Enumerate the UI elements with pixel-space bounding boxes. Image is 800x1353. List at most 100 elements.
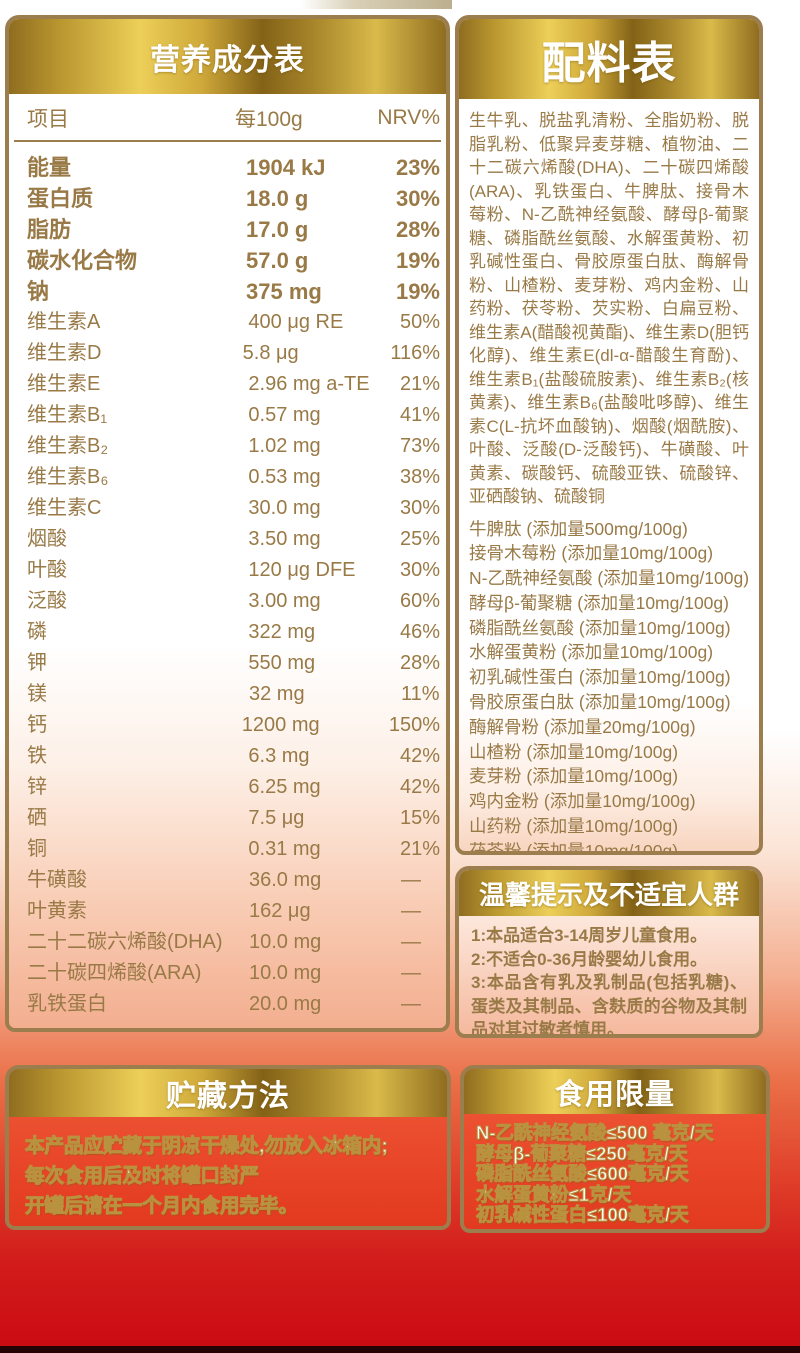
nutrition-row: 能量 1904 kJ 23%: [27, 152, 440, 183]
additive-item: 茯苓粉 (添加量10mg/100g): [469, 840, 679, 855]
ingredients-panel-title: 配料表: [459, 19, 759, 99]
nutrient-name: 钾: [27, 652, 47, 674]
nutrient-nrv: 116%: [390, 342, 440, 364]
nutrient-value: 1904 kJ: [246, 155, 326, 180]
storage-body: 本产品应贮藏于阴凉干燥处,勿放入冰箱内; 每次食用后及时将罐口封严 开罐后请在一…: [9, 1117, 447, 1221]
nutrient-value: 1.02 mg: [248, 435, 321, 457]
nutrient-name: 脂肪: [27, 217, 72, 242]
bottom-dark-strip: [0, 1346, 800, 1353]
nutrition-row: 硒 7.5 μg 15%: [27, 803, 440, 834]
nutrient-nrv: 42%: [399, 745, 440, 767]
nutrient-name: 烟酸: [27, 528, 67, 550]
nutrient-name: 二十碳四烯酸(ARA): [27, 962, 202, 984]
nutrient-name: 蛋白质: [27, 186, 94, 211]
limits-panel: 食用限量 N-乙酰神经氨酸≤500 毫克/天 酵母β-葡聚糖≤250毫克/天 磷…: [460, 1065, 770, 1233]
additive-item: 山楂粉 (添加量10mg/100g): [469, 741, 679, 762]
nutrient-nrv: 50%: [399, 311, 440, 333]
nutrition-row: 铁 6.3 mg 42%: [27, 741, 440, 772]
nutrient-nrv: 25%: [399, 528, 440, 550]
nutrition-row: 牛磺酸 36.0 mg —: [27, 865, 440, 896]
nutrient-name: 叶黄素: [27, 900, 87, 922]
nutrient-value: 18.0 g: [246, 186, 309, 211]
nutrient-nrv: —: [401, 900, 421, 922]
nutrient-nrv: 15%: [399, 807, 440, 829]
nutrient-nrv: 30%: [395, 186, 440, 211]
nutrition-row: 镁 32 mg 11%: [27, 679, 440, 710]
nutrient-nrv: 150%: [388, 714, 440, 736]
nutrient-name: 牛磺酸: [27, 869, 87, 891]
additive-item: 鸡内金粉 (添加量10mg/100g): [469, 791, 696, 812]
limit-line: 水解蛋黄粉≤1克/天: [476, 1183, 632, 1205]
nutrient-nrv: 23%: [395, 155, 440, 180]
limits-body: N-乙酰神经氨酸≤500 毫克/天 酵母β-葡聚糖≤250毫克/天 磷脂酰丝氨酸…: [464, 1114, 766, 1226]
nutrient-nrv: 38%: [399, 466, 440, 488]
nutrition-row: 维生素B₂ 1.02 mg 73%: [27, 431, 440, 462]
nutrient-nrv: 30%: [399, 559, 440, 581]
nutrient-value: 0.53 mg: [248, 466, 321, 488]
nutrient-value: 36.0 mg: [249, 869, 322, 891]
nutrient-nrv: —: [401, 869, 421, 891]
nutrient-name: 泛酸: [27, 590, 67, 612]
nutrient-nrv: —: [401, 962, 421, 984]
nutrition-row: 铜 0.31 mg 21%: [27, 834, 440, 865]
nutrient-name: 维生素B₂: [27, 435, 109, 457]
nutrition-row: 维生素D 5.8 μg 116%: [27, 338, 440, 369]
additive-item: N-乙酰神经氨酸 (添加量10mg/100g): [469, 568, 750, 589]
header-divider: [14, 140, 441, 142]
nutrient-name: 镁: [27, 683, 47, 705]
nutrition-row: 叶黄素 162 μg —: [27, 896, 440, 927]
nutrition-rows: 能量 1904 kJ 23% 蛋白质 18.0 g 30% 脂肪 17.0 g …: [9, 142, 446, 1020]
nutrient-name: 维生素C: [27, 497, 102, 519]
nutrient-value: 57.0 g: [246, 248, 309, 273]
nutrient-nrv: 19%: [395, 248, 440, 273]
nutrition-row: 钾 550 mg 28%: [27, 648, 440, 679]
nutrition-row: 碳水化合物 57.0 g 19%: [27, 245, 440, 276]
nutrition-row: 蛋白质 18.0 g 30%: [27, 183, 440, 214]
nutrient-name: 维生素E: [27, 373, 101, 395]
nutrient-value: 7.5 μg: [248, 807, 305, 829]
nutrient-nrv: 19%: [395, 279, 440, 304]
limits-panel-title: 食用限量: [464, 1069, 766, 1114]
nutrient-nrv: 42%: [399, 776, 440, 798]
nutrition-row: 磷 322 mg 46%: [27, 617, 440, 648]
nutrient-name: 磷: [27, 621, 47, 643]
tip-line: 3:本品含有乳及乳制品(包括乳糖)、蛋类及其制品、含麸质的谷物及其制品对其过敏者…: [471, 973, 747, 1038]
nutrition-row: 脂肪 17.0 g 28%: [27, 214, 440, 245]
nutrient-value: 0.57 mg: [248, 404, 321, 426]
storage-line: 每次食用后及时将罐口封严: [25, 1165, 260, 1188]
storage-line: 开罐后请在一个月内食用完毕。: [25, 1195, 299, 1218]
ingredients-body: 生牛乳、脱盐乳清粉、全脂奶粉、脱脂乳粉、低聚异麦芽糖、植物油、二十二碳六烯酸(D…: [459, 99, 759, 855]
nutrient-name: 维生素B₁: [27, 404, 108, 426]
additive-item: 水解蛋黄粉 (添加量10mg/100g): [469, 642, 714, 663]
additive-item: 麦芽粉 (添加量10mg/100g): [469, 766, 679, 787]
nutrient-value: 2.96 mg a-TE: [248, 373, 370, 395]
additive-item: 牛脾肽 (添加量500mg/100g): [469, 518, 688, 539]
nutrient-nrv: 41%: [399, 404, 440, 426]
nutrient-name: 维生素B₆: [27, 466, 109, 488]
nutrition-row: 维生素B₆ 0.53 mg 38%: [27, 462, 440, 493]
nutrition-row: 乳铁蛋白 20.0 mg —: [27, 989, 440, 1020]
nutrient-nrv: —: [401, 993, 421, 1015]
additive-list: 牛脾肽 (添加量500mg/100g) 接骨木莓粉 (添加量10mg/100g)…: [469, 517, 750, 855]
nutrient-name: 钙: [27, 714, 47, 736]
nutrition-row: 二十碳四烯酸(ARA) 10.0 mg —: [27, 958, 440, 989]
additive-item: 初乳碱性蛋白 (添加量10mg/100g): [469, 667, 731, 688]
tip-line: 2:不适合0-36月龄婴幼儿食用。: [471, 949, 708, 969]
nutrient-value: 10.0 mg: [249, 962, 322, 984]
nutrient-value: 3.50 mg: [248, 528, 321, 550]
nutrient-name: 铁: [27, 745, 47, 767]
storage-panel: 贮藏方法 本产品应贮藏于阴凉干燥处,勿放入冰箱内; 每次食用后及时将罐口封严 开…: [5, 1065, 451, 1230]
nutrient-name: 维生素A: [27, 311, 101, 333]
nutrient-value: 17.0 g: [246, 217, 309, 242]
nutrient-name: 锌: [27, 776, 47, 798]
nutrient-nrv: 28%: [395, 217, 440, 242]
nutrient-value: 162 μg: [249, 900, 311, 922]
nutrition-panel-title: 营养成分表: [9, 19, 446, 94]
additive-item: 酶解骨粉 (添加量20mg/100g): [469, 716, 696, 737]
nutrient-value: 550 mg: [248, 652, 316, 674]
tip-line: 1:本品适合3-14周岁儿童食用。: [471, 926, 708, 945]
storage-panel-title: 贮藏方法: [9, 1069, 447, 1117]
nutrient-nrv: 73%: [399, 435, 440, 457]
tips-panel: 温馨提示及不适宜人群 1:本品适合3-14周岁儿童食用。 2:不适合0-36月龄…: [455, 866, 763, 1038]
